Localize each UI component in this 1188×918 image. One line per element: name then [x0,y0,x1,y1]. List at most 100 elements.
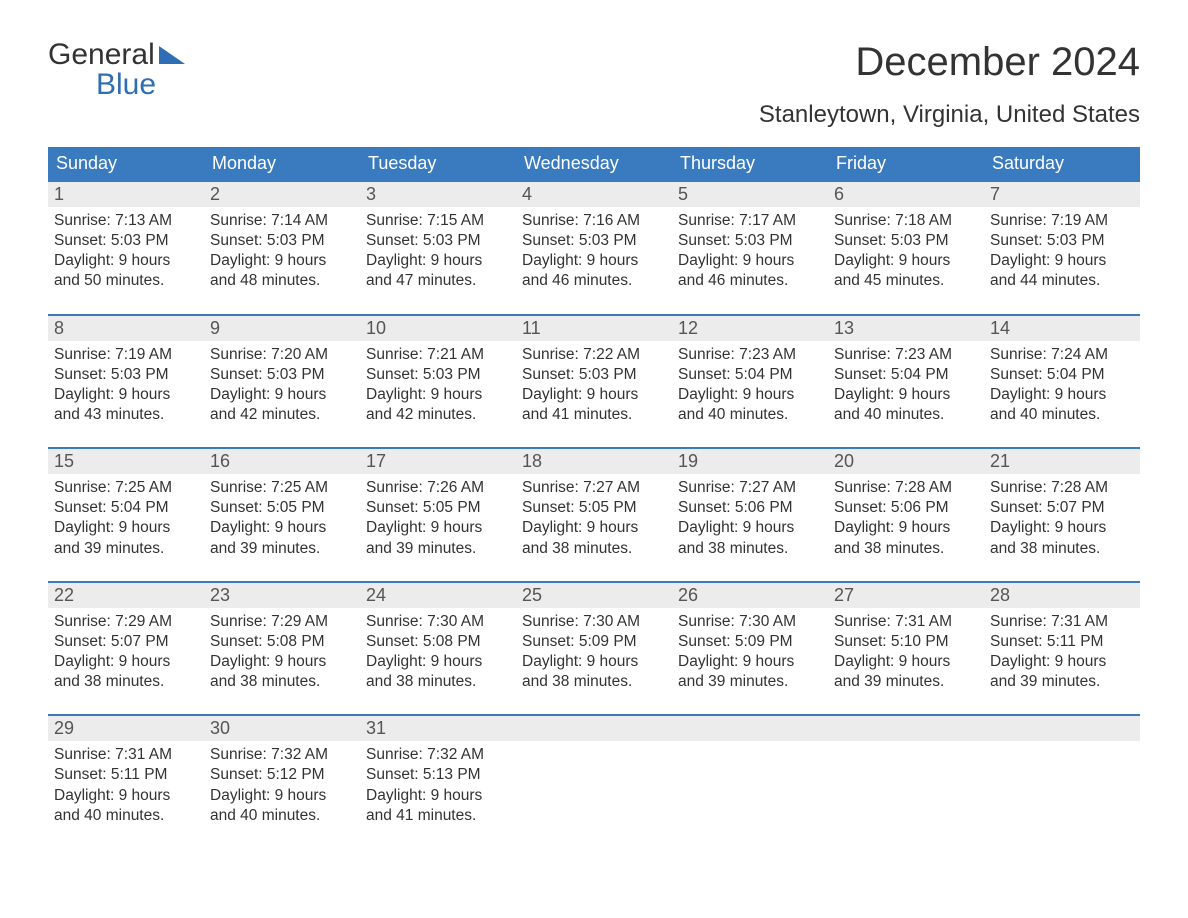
brand-word-1: General [48,40,155,70]
day-number: 3 [360,182,516,207]
sunrise-line: Sunrise: 7:19 AM [54,345,198,365]
day-body: Sunrise: 7:17 AMSunset: 5:03 PMDaylight:… [672,207,828,298]
calendar-day: 15Sunrise: 7:25 AMSunset: 5:04 PMDayligh… [48,449,204,565]
sunset-line: Sunset: 5:03 PM [522,231,666,251]
day-body: Sunrise: 7:30 AMSunset: 5:09 PMDaylight:… [516,608,672,699]
sunrise-line: Sunrise: 7:25 AM [210,478,354,498]
calendar-day: 21Sunrise: 7:28 AMSunset: 5:07 PMDayligh… [984,449,1140,565]
sunrise-line: Sunrise: 7:19 AM [990,211,1134,231]
sunset-line: Sunset: 5:07 PM [54,632,198,652]
sunrise-line: Sunrise: 7:31 AM [990,612,1134,632]
daylight-line: Daylight: 9 hours and 39 minutes. [366,518,510,558]
day-number: 31 [360,716,516,741]
calendar-day: 11Sunrise: 7:22 AMSunset: 5:03 PMDayligh… [516,316,672,432]
day-body: Sunrise: 7:14 AMSunset: 5:03 PMDaylight:… [204,207,360,298]
dow-cell: Monday [204,147,360,180]
daylight-line: Daylight: 9 hours and 38 minutes. [990,518,1134,558]
calendar-day: 1Sunrise: 7:13 AMSunset: 5:03 PMDaylight… [48,182,204,298]
sunset-line: Sunset: 5:04 PM [990,365,1134,385]
sunrise-line: Sunrise: 7:23 AM [678,345,822,365]
day-body: Sunrise: 7:16 AMSunset: 5:03 PMDaylight:… [516,207,672,298]
sunset-line: Sunset: 5:03 PM [678,231,822,251]
dow-cell: Wednesday [516,147,672,180]
brand-word-2: Blue [96,70,185,100]
sunrise-line: Sunrise: 7:27 AM [678,478,822,498]
sunrise-line: Sunrise: 7:30 AM [678,612,822,632]
sunset-line: Sunset: 5:11 PM [54,765,198,785]
sunrise-line: Sunrise: 7:23 AM [834,345,978,365]
day-body: Sunrise: 7:32 AMSunset: 5:13 PMDaylight:… [360,741,516,832]
daylight-line: Daylight: 9 hours and 40 minutes. [210,786,354,826]
day-body: Sunrise: 7:24 AMSunset: 5:04 PMDaylight:… [984,341,1140,432]
daylight-line: Daylight: 9 hours and 39 minutes. [834,652,978,692]
daylight-line: Daylight: 9 hours and 38 minutes. [522,652,666,692]
day-number: 13 [828,316,984,341]
sunrise-line: Sunrise: 7:31 AM [834,612,978,632]
calendar-day: 16Sunrise: 7:25 AMSunset: 5:05 PMDayligh… [204,449,360,565]
sunrise-line: Sunrise: 7:14 AM [210,211,354,231]
day-number: 15 [48,449,204,474]
daylight-line: Daylight: 9 hours and 46 minutes. [522,251,666,291]
sunset-line: Sunset: 5:09 PM [522,632,666,652]
sunset-line: Sunset: 5:04 PM [834,365,978,385]
day-body: Sunrise: 7:23 AMSunset: 5:04 PMDaylight:… [828,341,984,432]
daylight-line: Daylight: 9 hours and 38 minutes. [522,518,666,558]
sunrise-line: Sunrise: 7:28 AM [990,478,1134,498]
day-body: Sunrise: 7:31 AMSunset: 5:11 PMDaylight:… [48,741,204,832]
daylight-line: Daylight: 9 hours and 39 minutes. [990,652,1134,692]
sunset-line: Sunset: 5:04 PM [54,498,198,518]
daylight-line: Daylight: 9 hours and 42 minutes. [366,385,510,425]
dow-cell: Friday [828,147,984,180]
sunset-line: Sunset: 5:11 PM [990,632,1134,652]
sunrise-line: Sunrise: 7:30 AM [366,612,510,632]
daylight-line: Daylight: 9 hours and 38 minutes. [54,652,198,692]
sunrise-line: Sunrise: 7:32 AM [210,745,354,765]
day-body: Sunrise: 7:19 AMSunset: 5:03 PMDaylight:… [48,341,204,432]
day-number: 29 [48,716,204,741]
sunrise-line: Sunrise: 7:24 AM [990,345,1134,365]
calendar-day: 31Sunrise: 7:32 AMSunset: 5:13 PMDayligh… [360,716,516,832]
sail-icon [159,46,185,64]
day-body: Sunrise: 7:32 AMSunset: 5:12 PMDaylight:… [204,741,360,832]
day-body: Sunrise: 7:25 AMSunset: 5:04 PMDaylight:… [48,474,204,565]
calendar-day: 5Sunrise: 7:17 AMSunset: 5:03 PMDaylight… [672,182,828,298]
calendar-day: 10Sunrise: 7:21 AMSunset: 5:03 PMDayligh… [360,316,516,432]
day-number: 27 [828,583,984,608]
sunrise-line: Sunrise: 7:18 AM [834,211,978,231]
sunrise-line: Sunrise: 7:25 AM [54,478,198,498]
sunset-line: Sunset: 5:03 PM [54,365,198,385]
day-number: 20 [828,449,984,474]
calendar-day: 6Sunrise: 7:18 AMSunset: 5:03 PMDaylight… [828,182,984,298]
brand-logo: General Blue [48,40,185,100]
dow-cell: Sunday [48,147,204,180]
sunrise-line: Sunrise: 7:17 AM [678,211,822,231]
header: General Blue December 2024 Stanleytown, … [48,40,1140,129]
calendar-day: 7Sunrise: 7:19 AMSunset: 5:03 PMDaylight… [984,182,1140,298]
calendar-day: 3Sunrise: 7:15 AMSunset: 5:03 PMDaylight… [360,182,516,298]
daylight-line: Daylight: 9 hours and 38 minutes. [210,652,354,692]
sunset-line: Sunset: 5:05 PM [210,498,354,518]
daylight-line: Daylight: 9 hours and 39 minutes. [54,518,198,558]
calendar-day: 2Sunrise: 7:14 AMSunset: 5:03 PMDaylight… [204,182,360,298]
day-of-week-row: SundayMondayTuesdayWednesdayThursdayFrid… [48,147,1140,180]
day-number: 30 [204,716,360,741]
day-number: 19 [672,449,828,474]
calendar-day: 12Sunrise: 7:23 AMSunset: 5:04 PMDayligh… [672,316,828,432]
sunset-line: Sunset: 5:03 PM [54,231,198,251]
day-body: Sunrise: 7:25 AMSunset: 5:05 PMDaylight:… [204,474,360,565]
daylight-line: Daylight: 9 hours and 46 minutes. [678,251,822,291]
day-body: Sunrise: 7:31 AMSunset: 5:10 PMDaylight:… [828,608,984,699]
calendar-day: 14Sunrise: 7:24 AMSunset: 5:04 PMDayligh… [984,316,1140,432]
sunset-line: Sunset: 5:07 PM [990,498,1134,518]
calendar-day: 9Sunrise: 7:20 AMSunset: 5:03 PMDaylight… [204,316,360,432]
sunset-line: Sunset: 5:08 PM [366,632,510,652]
calendar-week: 1Sunrise: 7:13 AMSunset: 5:03 PMDaylight… [48,180,1140,298]
calendar-day: 23Sunrise: 7:29 AMSunset: 5:08 PMDayligh… [204,583,360,699]
day-number: 17 [360,449,516,474]
calendar-day: 18Sunrise: 7:27 AMSunset: 5:05 PMDayligh… [516,449,672,565]
day-number: 2 [204,182,360,207]
calendar-week: 8Sunrise: 7:19 AMSunset: 5:03 PMDaylight… [48,314,1140,432]
title-block: December 2024 Stanleytown, Virginia, Uni… [759,40,1140,129]
day-body: Sunrise: 7:19 AMSunset: 5:03 PMDaylight:… [984,207,1140,298]
calendar-day: 27Sunrise: 7:31 AMSunset: 5:10 PMDayligh… [828,583,984,699]
